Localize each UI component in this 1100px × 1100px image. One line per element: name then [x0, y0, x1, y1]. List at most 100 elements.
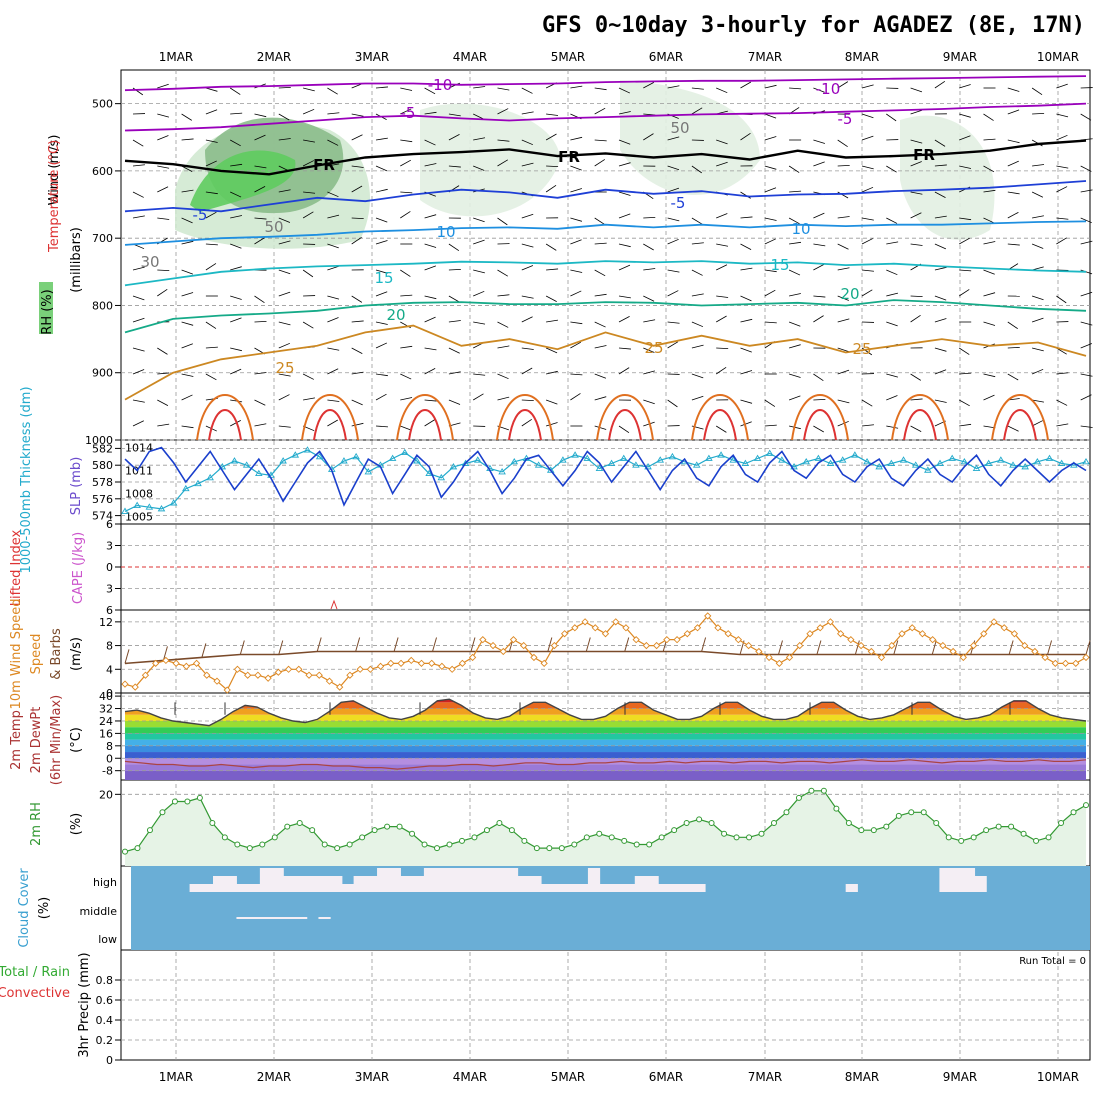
wind-barb: [473, 137, 486, 141]
wind-barb: [1056, 295, 1067, 304]
isotherm-35-line: [408, 409, 442, 441]
wind-barb: [667, 341, 679, 349]
rh-label: RH (%): [40, 289, 55, 334]
wind-speed-point: [980, 630, 988, 638]
wind-speed-point: [1021, 641, 1029, 650]
wind-barb: [740, 318, 753, 323]
wind-speed-point: [203, 671, 211, 679]
wind-barb: [351, 217, 364, 220]
minmax-label: (6hr Min/Max): [49, 695, 64, 785]
wind-barb: [764, 289, 776, 297]
wind-barb: [424, 295, 437, 300]
wind-barb: [230, 295, 242, 300]
thickness-marker: [194, 479, 202, 487]
upper-air-panel: 500 600 700 800 900 1000 -10 -10 -5 -5 FR FR FR -5 -5 1…: [85, 75, 1093, 447]
rh-line-point: [1020, 830, 1027, 837]
wind-barb: [400, 87, 413, 91]
rh-line-point: [371, 827, 378, 834]
wind-barb: [302, 108, 315, 115]
wind-barb: [351, 399, 363, 406]
wind-speed-point: [591, 624, 599, 632]
wind-speed-point: [336, 683, 344, 691]
thickness-marker: [182, 484, 190, 492]
wind-barb: [1031, 317, 1044, 323]
wind-barb: [205, 263, 217, 271]
high-cloud-bar: [400, 876, 413, 892]
wind-barb: [1080, 291, 1093, 297]
wind-speed-point: [376, 662, 385, 670]
wind-barb: [181, 189, 194, 193]
slp-label: SLP (mb): [69, 457, 84, 516]
wind-barb: [521, 87, 533, 94]
rh-line-point: [434, 845, 441, 852]
high-cloud-bar: [295, 876, 308, 892]
rh-line-point: [359, 834, 366, 841]
wind-barb: [1031, 191, 1044, 198]
isotherm-line: [124, 299, 1087, 334]
middle-cloud-bar: [259, 917, 273, 919]
wind-barb: [497, 396, 510, 401]
wind-barb: [886, 113, 897, 122]
high-cloud-bar: [669, 884, 683, 892]
wind-barb: [400, 345, 413, 349]
wind10m-panel: 0 4 8 12: [99, 612, 1091, 700]
wind-barb: [327, 295, 340, 300]
wind-barb: [1007, 139, 1020, 144]
temp-band: [125, 752, 1086, 759]
wind-barb: [910, 398, 923, 401]
wind-barb: [910, 212, 922, 219]
wind-barb: [740, 132, 751, 141]
barbs-label: & Barbs: [49, 628, 64, 680]
wind-barb: [472, 393, 484, 401]
wind-speed-point: [918, 630, 927, 638]
wind-speed-point: [1031, 647, 1039, 656]
wind-barb: [837, 347, 850, 353]
rh-line-point: [596, 830, 603, 837]
wind-barb: [1032, 164, 1045, 167]
thickness-marker: [315, 452, 324, 460]
high-cloud-bar: [845, 884, 858, 892]
wind-barb: [400, 294, 413, 297]
wind-barb: [764, 399, 776, 407]
wind-barb: [375, 137, 388, 141]
wind-barb: [254, 165, 267, 169]
wind-speed-point: [693, 624, 702, 632]
isotherm-30-line: [496, 394, 554, 441]
isotherm-30-line: [791, 394, 849, 441]
wind-barb: [643, 295, 655, 302]
wind-barb: [521, 399, 534, 402]
wind-barb: [157, 347, 168, 355]
wind-barb: [618, 347, 631, 350]
wind-barb: [667, 165, 680, 171]
wind-barb: [327, 87, 338, 95]
wind-barb: [740, 421, 752, 427]
wind-barb: [375, 269, 388, 274]
thickness-marker: [279, 457, 287, 464]
wind-barb: [764, 187, 777, 193]
wind-barb: [788, 165, 800, 173]
high-cloud-bar: [189, 884, 202, 892]
temp-band: [125, 733, 1086, 740]
barb-flag: [547, 637, 553, 652]
wind-barb: [473, 321, 486, 325]
thickness-marker: [255, 469, 263, 477]
wind-barb: [959, 165, 972, 169]
wind-barb: [983, 165, 995, 173]
wind-speed-point: [775, 659, 783, 667]
wind-barb: [375, 342, 388, 349]
wind-barb: [448, 347, 460, 354]
wind-barb: [1032, 347, 1044, 352]
high-cloud-bar: [611, 884, 624, 892]
high-cloud-bar: [201, 884, 214, 892]
wind-barb: [132, 139, 144, 147]
temp-band: [125, 720, 1086, 728]
wind-barb: [594, 159, 605, 167]
isotherm-35-line: [313, 409, 347, 441]
thickness-marker: [753, 454, 762, 461]
wind-barb: [521, 295, 534, 299]
thickness-label: 1000-500mb Thickness (dm): [19, 386, 34, 573]
rh-line-point: [671, 827, 678, 834]
wind-speed-point: [520, 641, 528, 650]
thickness-marker: [559, 456, 567, 463]
barb-flag: [624, 637, 630, 652]
